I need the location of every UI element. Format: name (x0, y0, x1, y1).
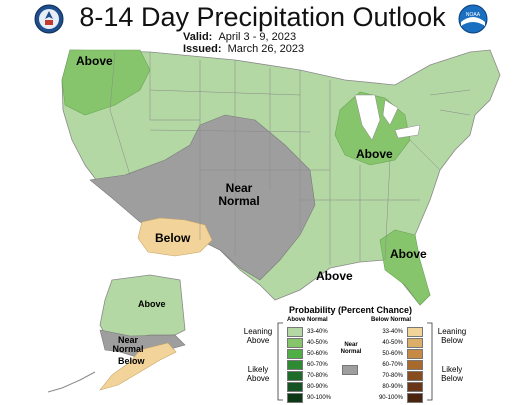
swatch-above-3 (287, 349, 303, 359)
legend-bracket-right (427, 322, 433, 401)
legend-likely-below: Likely Below (441, 365, 463, 383)
state-borders (109, 51, 471, 265)
alaska-region (99, 274, 186, 341)
swatch-near-normal (342, 365, 358, 375)
swatch-label: 33-40% (307, 329, 328, 335)
label-near-normal: Near Normal (218, 181, 260, 208)
great-lakes-water (354, 94, 421, 141)
legend-near-label: Near Normal (340, 342, 362, 355)
swatch-label: 90-100% (378, 395, 403, 401)
legend-bracket-left (277, 322, 283, 401)
legend-below-row: 50-60% (373, 349, 423, 359)
swatch-above-4 (287, 360, 303, 370)
noaa-text: NOAA (466, 12, 481, 18)
legend-below-row: 90-100% (373, 393, 423, 403)
swatch-below-6 (407, 382, 423, 392)
label-southeast: Above (390, 247, 427, 261)
legend-below-row: 40-50% (373, 338, 423, 348)
legend-below-row: 60-70% (373, 360, 423, 370)
valid-dates: Valid: April 3 - 9, 2023 (183, 31, 296, 43)
legend-above-row: 90-100% (287, 393, 331, 403)
valid-value: April 3 - 9, 2023 (218, 31, 297, 43)
swatch-above-6 (287, 382, 303, 392)
label-alaska-near: Near Normal (112, 335, 144, 355)
swatch-label: 40-50% (307, 340, 328, 346)
label-pacific-nw: Above (76, 54, 113, 68)
swatch-label: 80-90% (382, 384, 403, 390)
legend-above-row: 60-70% (287, 360, 328, 370)
legend-likely-above: Likely Above (246, 365, 270, 383)
below-normal-region (137, 217, 213, 257)
map-title: 8-14 Day Precipitation Outlook (79, 2, 446, 32)
legend-above-row: 40-50% (287, 338, 328, 348)
valid-label: Valid: (183, 31, 213, 43)
swatch-below-1 (407, 327, 423, 337)
swatch-label: 70-80% (307, 373, 328, 379)
legend-above-row: 50-60% (287, 349, 328, 359)
label-alaska-below: Below (118, 356, 145, 366)
legend-below-row: 33-40% (373, 327, 423, 337)
alaska-below-normal (99, 342, 177, 391)
swatch-label: 80-90% (307, 384, 328, 390)
label-southwest: Below (155, 231, 191, 245)
doc-seal-icon (34, 4, 64, 34)
swatch-label: 90-100% (307, 395, 332, 401)
swatch-below-5 (407, 371, 423, 381)
label-great-lakes: Above (356, 147, 393, 161)
legend-below-row: 70-80% (373, 371, 423, 381)
near-normal-region (89, 114, 316, 281)
issued-value: March 26, 2023 (227, 43, 305, 55)
legend-above-row: 70-80% (287, 371, 328, 381)
issued-label: Issued: (183, 43, 222, 55)
legend-leaning-above: Leaning Above (243, 327, 273, 345)
label-texas-gulf: Above (316, 269, 353, 283)
swatch-label: 50-60% (382, 351, 403, 357)
legend-below-header: Below Normal (371, 317, 412, 323)
swatch-above-1 (287, 327, 303, 337)
noaa-logo-icon: NOAA (458, 4, 488, 34)
swatch-label: 60-70% (307, 362, 328, 368)
swatch-above-7 (287, 393, 303, 403)
swatch-label: 60-70% (382, 362, 403, 368)
swatch-below-3 (407, 349, 423, 359)
aleutian-chain (47, 371, 96, 393)
swatch-label: 33-40% (382, 329, 403, 335)
swatch-above-5 (287, 371, 303, 381)
legend-above-row: 33-40% (287, 327, 328, 337)
swatch-above-2 (287, 338, 303, 348)
swatch-below-7 (407, 393, 423, 403)
pacific-nw-region (61, 49, 151, 116)
southeast-region (379, 229, 431, 306)
legend-above-header: Above Normal (287, 317, 328, 323)
legend-above-row: 80-90% (287, 382, 328, 392)
swatch-label: 40-50% (382, 340, 403, 346)
issued-date: Issued: March 26, 2023 (183, 43, 304, 55)
legend-leaning-below: Leaning Below (437, 327, 467, 345)
legend-title: Probability (Percent Chance) (289, 305, 413, 315)
label-alaska-north: Above (138, 299, 166, 309)
swatch-label: 70-80% (382, 373, 403, 379)
swatch-below-2 (407, 338, 423, 348)
legend-below-row: 80-90% (373, 382, 423, 392)
swatch-below-4 (407, 360, 423, 370)
swatch-label: 50-60% (307, 351, 328, 357)
